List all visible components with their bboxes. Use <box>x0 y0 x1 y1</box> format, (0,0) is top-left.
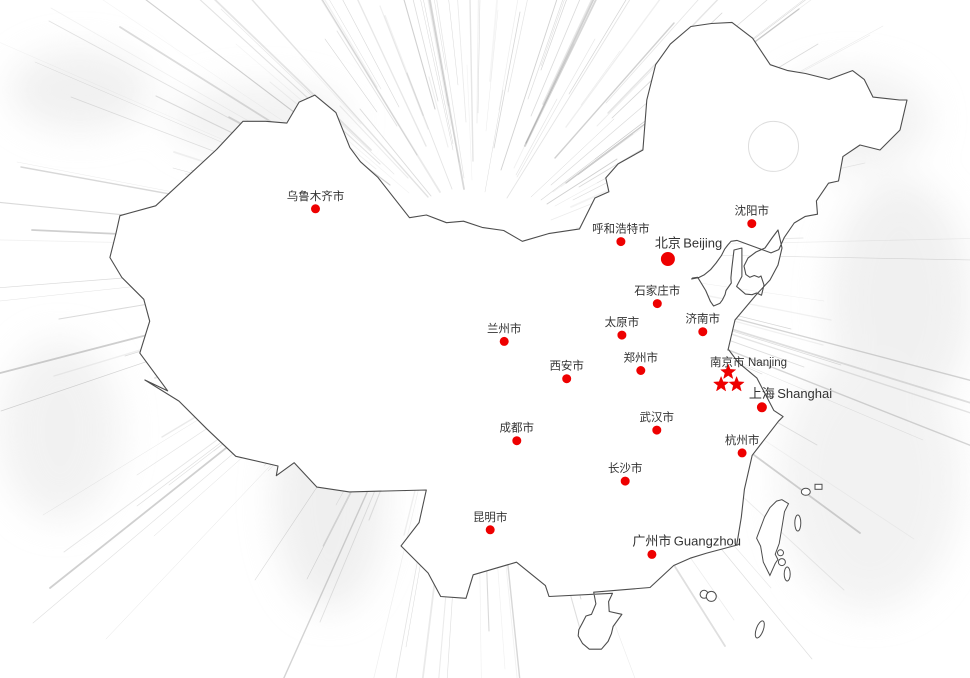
svg-text:郑州市: 郑州市 <box>624 351 659 365</box>
svg-text:兰州市: 兰州市 <box>487 321 522 335</box>
svg-text:西安市: 西安市 <box>549 359 584 373</box>
svg-text:Beijing: Beijing <box>683 236 722 251</box>
svg-text:太原市: 太原市 <box>605 315 640 329</box>
svg-text:杭州市: 杭州市 <box>725 433 760 447</box>
svg-text:昆明市: 昆明市 <box>473 510 508 524</box>
svg-text:南京市: 南京市 <box>710 355 745 369</box>
svg-text:沈阳市: 沈阳市 <box>735 204 770 218</box>
svg-text:Nanjing: Nanjing <box>748 357 787 369</box>
svg-text:Shanghai: Shanghai <box>777 386 832 401</box>
svg-text:乌鲁木齐市: 乌鲁木齐市 <box>287 189 345 203</box>
svg-text:武汉市: 武汉市 <box>640 410 675 424</box>
svg-text:广州市: 广州市 <box>632 533 671 548</box>
svg-text:石家庄市: 石家庄市 <box>634 284 680 298</box>
svg-text:Guangzhou: Guangzhou <box>674 533 741 548</box>
svg-text:济南市: 济南市 <box>686 312 721 326</box>
svg-text:北京: 北京 <box>655 236 681 251</box>
svg-text:呼和浩特市: 呼和浩特市 <box>592 222 650 236</box>
svg-text:成都市: 成都市 <box>500 421 535 435</box>
svg-text:上海: 上海 <box>749 386 775 401</box>
svg-text:长沙市: 长沙市 <box>608 461 643 475</box>
